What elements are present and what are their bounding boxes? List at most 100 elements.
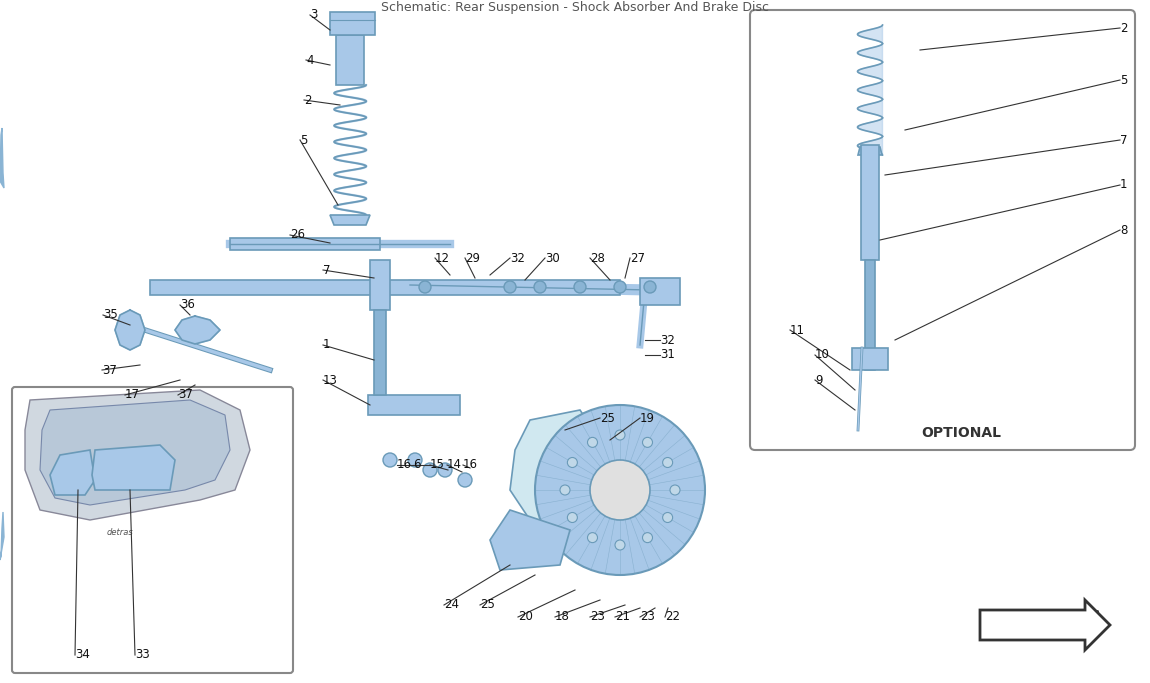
Text: 10: 10 (815, 348, 830, 361)
Text: 12: 12 (435, 251, 450, 264)
Text: 36: 36 (181, 298, 194, 311)
Polygon shape (509, 410, 600, 530)
Text: Schematic: Rear Suspension - Shock Absorber And Brake Disc: Schematic: Rear Suspension - Shock Absor… (381, 1, 769, 14)
Polygon shape (858, 137, 882, 155)
Polygon shape (0, 512, 3, 560)
Circle shape (643, 437, 652, 447)
Text: 15: 15 (430, 458, 445, 471)
Text: 19: 19 (641, 411, 656, 425)
Text: 31: 31 (660, 348, 675, 361)
Circle shape (458, 473, 472, 487)
Text: 32: 32 (509, 251, 524, 264)
Polygon shape (852, 348, 888, 370)
Text: 37: 37 (102, 363, 117, 376)
Circle shape (662, 512, 673, 522)
Circle shape (615, 540, 624, 550)
Circle shape (590, 460, 650, 520)
Circle shape (419, 281, 431, 293)
Circle shape (383, 453, 397, 467)
Text: 26: 26 (290, 229, 305, 242)
Polygon shape (330, 215, 370, 225)
Text: 13: 13 (323, 374, 338, 387)
Text: 1: 1 (323, 339, 330, 352)
Text: 11: 11 (790, 324, 805, 337)
Text: 32: 32 (660, 333, 675, 346)
Polygon shape (858, 99, 882, 118)
Polygon shape (230, 238, 380, 250)
Polygon shape (336, 35, 365, 85)
Polygon shape (370, 260, 390, 310)
Text: 2: 2 (1120, 21, 1127, 35)
Polygon shape (0, 128, 3, 188)
Text: 5: 5 (1120, 74, 1127, 87)
Circle shape (567, 512, 577, 522)
Text: detras: detras (107, 528, 133, 537)
Text: 17: 17 (125, 389, 140, 402)
Text: 2: 2 (304, 94, 312, 107)
Text: 16: 16 (463, 458, 478, 471)
Text: 3: 3 (310, 8, 317, 21)
Polygon shape (92, 445, 175, 490)
Text: 29: 29 (465, 251, 480, 264)
Text: 1: 1 (1120, 178, 1127, 191)
Circle shape (574, 281, 586, 293)
Circle shape (408, 453, 422, 467)
Circle shape (504, 281, 516, 293)
Text: 27: 27 (630, 251, 645, 264)
Circle shape (560, 485, 570, 495)
Text: 14: 14 (447, 458, 462, 471)
Text: 6: 6 (413, 458, 421, 471)
Circle shape (438, 463, 452, 477)
Text: 30: 30 (545, 251, 560, 264)
Text: 33: 33 (135, 648, 150, 662)
Polygon shape (330, 12, 375, 35)
Circle shape (567, 458, 577, 467)
Polygon shape (40, 400, 230, 505)
Circle shape (534, 281, 546, 293)
Polygon shape (865, 260, 875, 370)
Polygon shape (115, 310, 145, 350)
Circle shape (670, 485, 680, 495)
FancyBboxPatch shape (12, 387, 293, 673)
Polygon shape (368, 395, 460, 415)
Text: 7: 7 (1120, 133, 1127, 146)
Polygon shape (980, 600, 1110, 650)
Text: 7: 7 (323, 264, 330, 277)
Circle shape (615, 430, 624, 440)
Text: 28: 28 (590, 251, 605, 264)
Text: OPTIONAL: OPTIONAL (921, 426, 1002, 440)
Text: 25: 25 (480, 598, 494, 611)
Circle shape (644, 281, 656, 293)
Text: 8: 8 (1120, 223, 1127, 236)
Text: 37: 37 (178, 389, 193, 402)
Text: 24: 24 (444, 598, 459, 611)
Polygon shape (858, 81, 882, 99)
Polygon shape (858, 62, 882, 81)
Text: 4: 4 (306, 53, 314, 66)
Text: 5: 5 (300, 133, 307, 146)
Polygon shape (175, 316, 220, 344)
Text: 16: 16 (397, 458, 412, 471)
Text: 20: 20 (518, 611, 532, 624)
Circle shape (588, 437, 598, 447)
Text: 34: 34 (75, 648, 90, 662)
Polygon shape (858, 25, 882, 44)
FancyBboxPatch shape (750, 10, 1135, 450)
Text: 21: 21 (615, 611, 630, 624)
Text: 25: 25 (600, 411, 615, 425)
Polygon shape (861, 145, 879, 260)
Polygon shape (374, 310, 386, 395)
Text: 23: 23 (641, 611, 654, 624)
Polygon shape (490, 510, 570, 570)
Polygon shape (150, 280, 620, 295)
Circle shape (423, 463, 437, 477)
Polygon shape (858, 118, 882, 137)
Circle shape (643, 533, 652, 542)
Circle shape (614, 281, 626, 293)
Text: 22: 22 (665, 611, 680, 624)
Text: 23: 23 (590, 611, 605, 624)
Text: 9: 9 (815, 374, 822, 387)
Polygon shape (25, 390, 250, 520)
Circle shape (662, 458, 673, 467)
Text: 35: 35 (104, 309, 117, 322)
